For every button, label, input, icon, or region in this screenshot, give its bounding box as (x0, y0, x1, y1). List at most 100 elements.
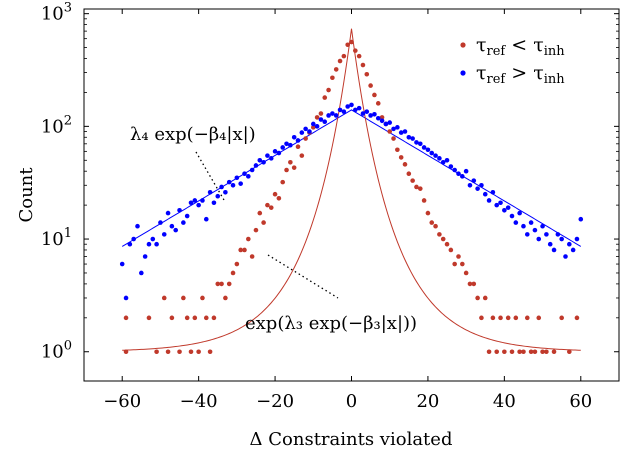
blue-point (200, 198, 205, 203)
blue-point (570, 247, 576, 253)
blue-point (181, 220, 186, 225)
red-point (230, 270, 236, 276)
red-point (479, 315, 484, 321)
blue-point (131, 236, 136, 242)
blue-point (578, 216, 584, 222)
red-point (391, 136, 396, 141)
red-point (299, 153, 305, 158)
red-point (257, 210, 263, 216)
red-point (490, 315, 496, 321)
red-point (551, 349, 557, 355)
blue-point (345, 104, 350, 109)
red-point (429, 220, 435, 225)
blue-point (223, 189, 228, 195)
red-point (211, 315, 217, 321)
blue-point (452, 167, 457, 173)
red-point (482, 295, 488, 301)
blue-point (524, 232, 530, 237)
x-axis-label: Δ Constraints violated (250, 429, 453, 450)
red-point (574, 315, 580, 321)
red-point (440, 236, 446, 242)
blue-fit-curve (121, 109, 582, 247)
red-point (437, 232, 442, 237)
y-tick-label: 102 (41, 113, 72, 137)
blue-point (341, 109, 347, 114)
blue-point (532, 227, 538, 233)
red-point (502, 349, 507, 355)
blue-point (406, 134, 412, 140)
red-point (215, 281, 221, 287)
blue-point (444, 157, 450, 163)
blue-point (475, 186, 480, 191)
red-point (395, 147, 400, 153)
blue-point (253, 163, 259, 168)
red-point (177, 349, 182, 355)
blue-point (353, 107, 358, 113)
red-point (123, 315, 129, 321)
red-point (425, 210, 431, 216)
red-point (333, 67, 339, 72)
red-point (318, 111, 324, 116)
red-point (372, 92, 377, 98)
blue-point (123, 295, 129, 301)
blue-point (268, 156, 274, 161)
blue-point (207, 189, 213, 195)
red-point (524, 315, 530, 321)
red-point (192, 315, 198, 321)
y-tick-label: 103 (41, 1, 72, 25)
red-point (356, 53, 362, 59)
blue-point (234, 175, 240, 181)
blue-point (437, 156, 442, 161)
red-point (410, 178, 415, 183)
blue-point (456, 171, 461, 177)
red-point (265, 202, 270, 208)
red-point (486, 349, 492, 355)
x-tick-label: −40 (180, 391, 218, 412)
red-point (536, 315, 542, 321)
red-point (314, 115, 320, 120)
red-point (330, 75, 335, 81)
x-tick-label: 60 (569, 391, 592, 412)
x-tick-label: 40 (493, 391, 516, 412)
blue-point (158, 220, 163, 225)
blue-point (238, 181, 243, 186)
blue-point (482, 191, 488, 197)
blue-point (322, 119, 328, 124)
blue-point (509, 213, 515, 219)
red-point (517, 349, 522, 355)
blue-point (368, 113, 373, 118)
red-point (467, 281, 473, 287)
red-point (505, 315, 511, 321)
blue-point (513, 220, 519, 225)
blue-point (433, 153, 438, 158)
blue-point (547, 241, 553, 247)
blue-point (360, 111, 366, 116)
blue-point (257, 157, 263, 163)
red-point (521, 349, 526, 355)
blue-point (265, 153, 270, 158)
red-point (448, 247, 454, 253)
blue-point (188, 200, 194, 206)
red-point (223, 295, 228, 301)
red-point (146, 315, 152, 321)
red-point (398, 155, 404, 160)
red-point (456, 254, 461, 259)
red-point (242, 247, 247, 253)
x-tick-label: 20 (416, 391, 439, 412)
blue-point (203, 216, 209, 222)
red-point (284, 167, 289, 173)
red-point (417, 186, 423, 191)
blue-point (127, 241, 133, 247)
annotation-leader-blue (195, 151, 225, 201)
red-point (184, 315, 190, 321)
red-point (268, 205, 274, 210)
blue-point (356, 105, 362, 111)
red-point (303, 136, 308, 141)
red-point (433, 223, 438, 229)
blue-point (215, 193, 221, 199)
red-point (414, 184, 419, 190)
red-point (169, 315, 175, 321)
red-point (249, 254, 255, 259)
red-point (349, 39, 354, 45)
